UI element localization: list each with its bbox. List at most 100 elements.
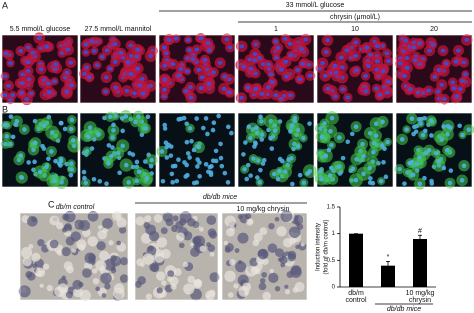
- nucleus: [19, 90, 25, 95]
- nucleus: [268, 135, 273, 141]
- nucleus: [265, 85, 271, 90]
- nucleus: [18, 153, 24, 158]
- nucleus: [24, 97, 30, 102]
- nucleus: [195, 164, 200, 169]
- nucleus: [59, 120, 64, 126]
- y-tick-label: 0.5: [327, 258, 336, 264]
- nucleus: [404, 127, 409, 132]
- nucleus: [292, 118, 298, 124]
- nucleus: [301, 180, 307, 186]
- nucleus: [224, 37, 230, 42]
- nucleus: [3, 141, 8, 147]
- nucleus: [182, 160, 187, 165]
- nucleus: [104, 48, 110, 53]
- significance-marker: #: [418, 228, 422, 235]
- tissue: [61, 246, 71, 257]
- tissue: [182, 261, 189, 268]
- micrograph: [315, 111, 394, 188]
- nucleus: [459, 178, 465, 183]
- nucleus: [283, 59, 289, 64]
- tissue: [282, 237, 293, 248]
- nucleus: [448, 125, 453, 130]
- nucleus: [187, 85, 193, 90]
- nucleus: [125, 60, 131, 65]
- nucleus: [364, 45, 370, 50]
- nucleus: [258, 114, 263, 120]
- nucleus: [128, 72, 134, 77]
- nucleus: [461, 163, 467, 168]
- tissue: [92, 268, 98, 274]
- tissue: [233, 283, 239, 289]
- tissue: [187, 275, 195, 284]
- nucleus: [142, 159, 148, 164]
- tissue: [257, 248, 269, 260]
- tissue: [292, 286, 299, 293]
- nucleus: [164, 155, 170, 160]
- tissue: [284, 284, 289, 289]
- nucleus: [213, 158, 219, 164]
- nucleus: [417, 155, 422, 160]
- nucleus: [371, 150, 376, 155]
- tissue: [227, 292, 234, 298]
- nucleus: [441, 124, 447, 129]
- tissue: [229, 259, 236, 266]
- tissue: [245, 265, 257, 277]
- x-tick-label: db/m control: [345, 290, 366, 304]
- tissue: [76, 239, 87, 250]
- nucleus: [374, 44, 380, 49]
- nucleus: [178, 67, 184, 72]
- nucleus: [134, 178, 140, 184]
- nucleus: [363, 73, 369, 78]
- nucleus: [384, 51, 390, 56]
- tissue: [134, 280, 142, 288]
- nucleus: [361, 171, 366, 177]
- tissue: [79, 289, 92, 302]
- nucleus: [112, 42, 118, 47]
- nucleus: [255, 175, 260, 180]
- nucleus: [241, 152, 246, 157]
- nucleus: [197, 160, 202, 165]
- nucleus: [371, 140, 377, 146]
- tissue: [119, 257, 129, 266]
- nucleus: [303, 37, 309, 42]
- nucleus: [248, 173, 253, 178]
- nucleus: [417, 181, 423, 187]
- tissue: [190, 247, 200, 258]
- nucleus: [194, 180, 200, 185]
- nucleus: [128, 43, 134, 48]
- micrograph: [237, 112, 317, 188]
- micrograph: [18, 210, 129, 302]
- nucleus: [253, 42, 259, 47]
- nucleus: [32, 159, 37, 165]
- nucleus: [323, 50, 329, 55]
- image-frame: [316, 34, 394, 104]
- nucleus: [453, 59, 459, 64]
- nucleus: [91, 48, 97, 53]
- nucleus: [201, 125, 206, 131]
- nucleus: [205, 131, 210, 137]
- tissue: [288, 226, 301, 239]
- micrograph: [221, 210, 308, 301]
- tissue: [143, 222, 151, 229]
- nucleus: [144, 176, 150, 181]
- tissue: [268, 222, 275, 230]
- nucleus: [120, 143, 126, 149]
- nucleus: [44, 44, 50, 49]
- nucleus: [208, 170, 214, 175]
- tissue: [92, 277, 100, 285]
- tissue: [207, 244, 216, 252]
- nucleus: [217, 60, 223, 65]
- nucleus: [86, 134, 91, 139]
- tissue: [153, 214, 163, 223]
- tissue: [258, 282, 267, 291]
- nucleus: [273, 93, 279, 98]
- nucleus: [2, 74, 8, 79]
- nucleus: [82, 175, 87, 181]
- nucleus: [435, 89, 441, 94]
- nucleus: [170, 180, 175, 185]
- nucleus: [185, 151, 191, 156]
- nucleus: [345, 139, 351, 145]
- micrograph: [158, 33, 236, 104]
- nucleus: [118, 50, 124, 55]
- nucleus: [46, 90, 52, 95]
